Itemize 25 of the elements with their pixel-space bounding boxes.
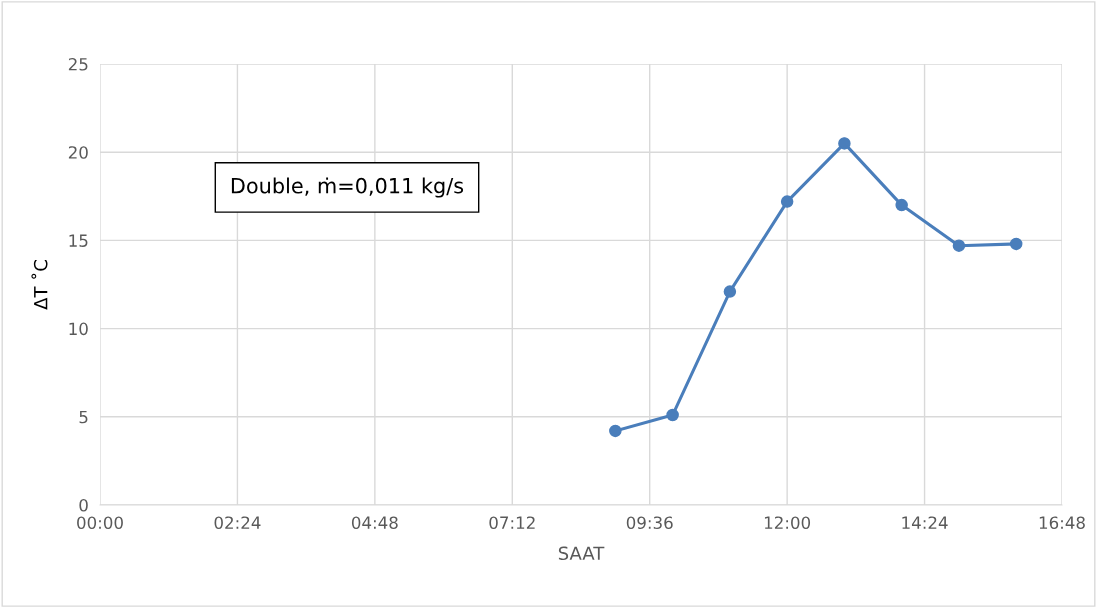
x-tick-label: 09:36 — [626, 516, 673, 530]
x-tick-label: 00:00 — [77, 516, 123, 530]
point — [838, 137, 851, 150]
point — [895, 198, 908, 212]
point — [609, 424, 622, 438]
y-tick-label: 20 — [68, 146, 88, 159]
y-tick-label: 10 — [69, 322, 88, 336]
point — [1009, 237, 1023, 251]
point — [723, 285, 737, 298]
x-tick-label: 04:48 — [351, 516, 398, 530]
y-tick-label: 15 — [69, 234, 88, 247]
point — [780, 195, 794, 208]
x-tick-label: 07:12 — [489, 516, 535, 530]
x-tick-label: 14:24 — [902, 516, 948, 529]
annotation: Double, ṁ=0,011 kg/s — [231, 177, 464, 198]
x-axis-title: SAAT — [558, 546, 605, 561]
y-tick-label: 25 — [68, 57, 88, 71]
y-axis-title: ΔT ˚C — [31, 260, 48, 310]
y-tick-label: 0 — [79, 498, 88, 512]
x-tick-label: 16:48 — [1039, 516, 1085, 530]
point — [666, 408, 679, 422]
x-tick-label: 02:24 — [214, 516, 261, 530]
point — [952, 239, 966, 252]
x-tick-label: 12:00 — [764, 516, 811, 530]
y-tick-label: 5 — [79, 410, 88, 424]
